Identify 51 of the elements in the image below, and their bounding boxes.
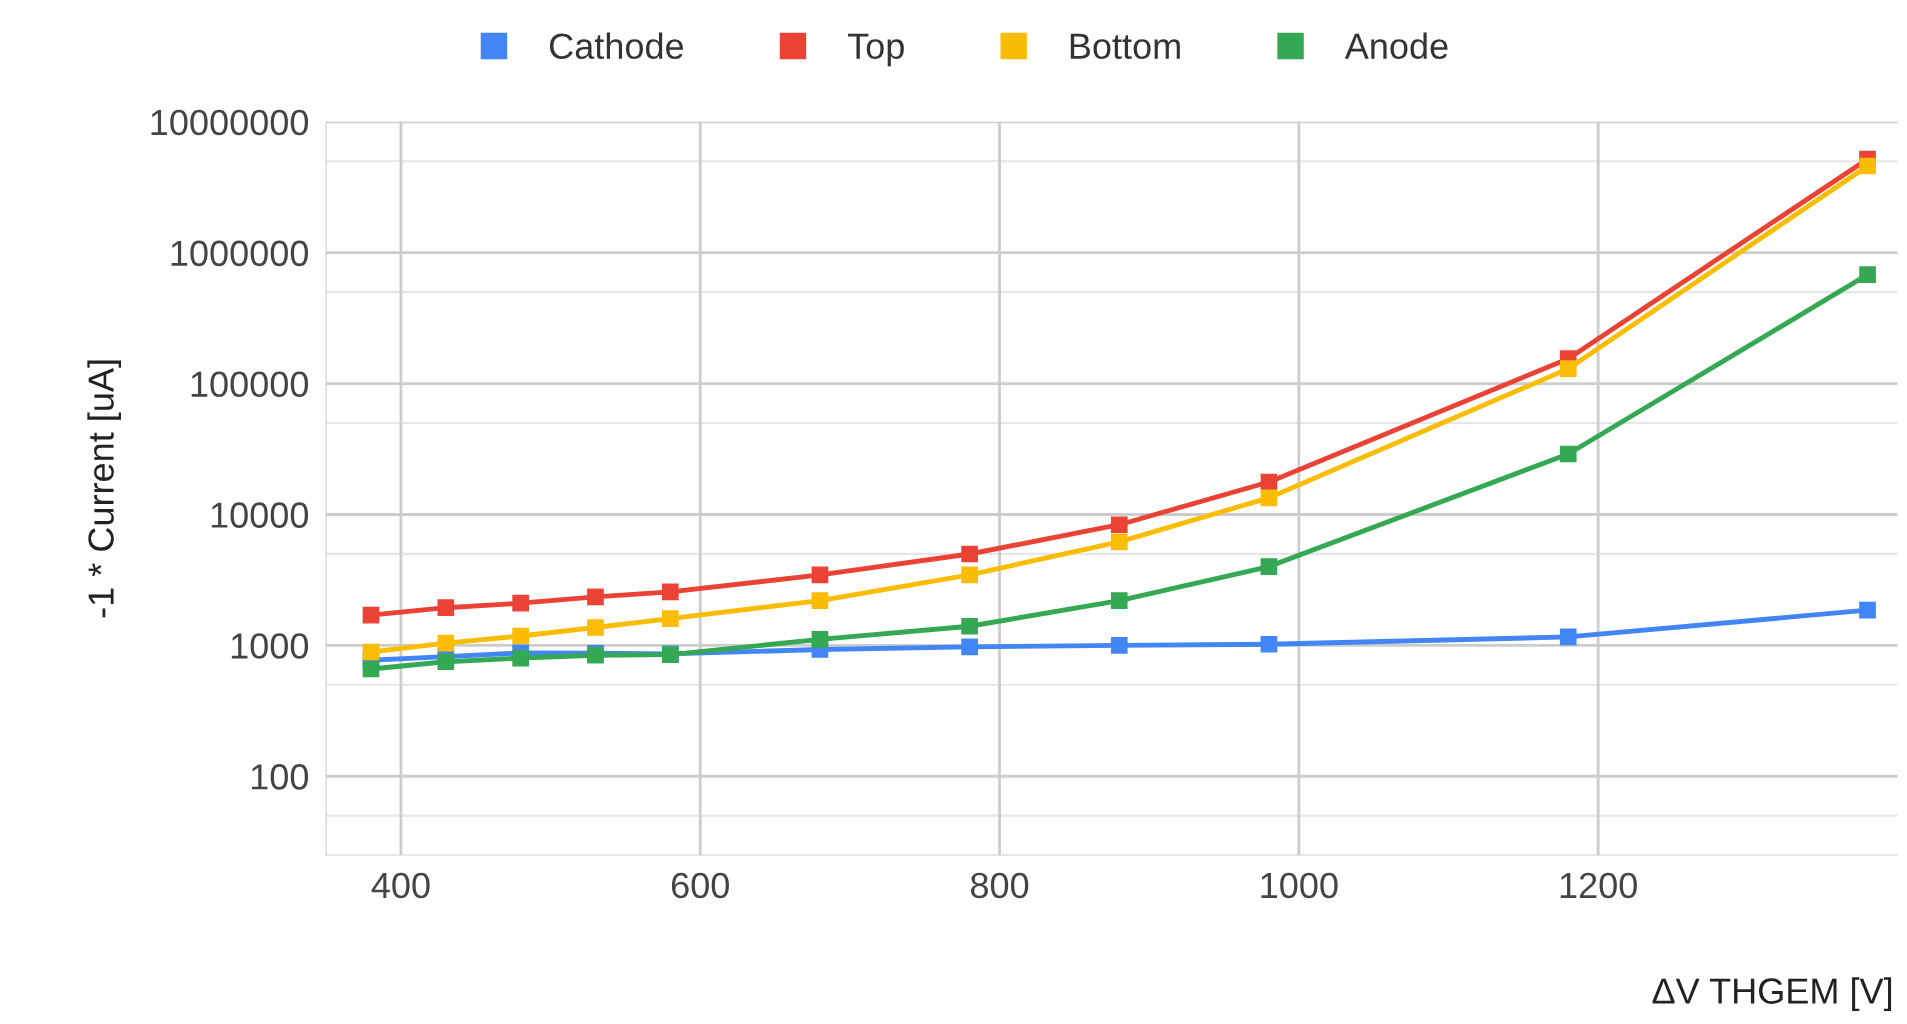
point — [811, 592, 829, 609]
x-tick-label: 800 — [970, 872, 1029, 899]
legend-label: Cathode — [549, 32, 684, 60]
legend-label: Anode — [1344, 32, 1448, 60]
point — [961, 638, 978, 656]
point — [1260, 558, 1278, 575]
y-tick-label: 10000 — [211, 502, 309, 528]
legend-label: Bottom — [1070, 33, 1180, 60]
point — [1859, 266, 1876, 283]
legend-label: Top — [847, 33, 904, 67]
point — [1110, 516, 1128, 534]
point — [1110, 637, 1128, 654]
point — [512, 594, 529, 612]
y-tick-label: 100 — [251, 764, 309, 790]
y-axis-title: -1 * Current [uA] — [87, 360, 121, 618]
point — [437, 653, 455, 671]
point — [1260, 635, 1278, 653]
point — [1260, 489, 1278, 507]
point — [362, 643, 380, 661]
x-tick-label: 600 — [671, 872, 729, 899]
point — [362, 606, 380, 624]
point — [1559, 445, 1577, 463]
point — [437, 599, 455, 617]
point — [811, 566, 829, 584]
point — [512, 627, 529, 645]
point — [961, 617, 978, 635]
point — [362, 660, 380, 678]
point — [1110, 533, 1128, 551]
point — [587, 619, 604, 636]
y-tick-label: 10000000 — [151, 109, 309, 136]
point — [512, 649, 529, 667]
point — [1559, 360, 1577, 378]
y-tick-label: 1000000 — [171, 240, 309, 267]
y-tick-label: 100000 — [191, 371, 309, 398]
point — [437, 634, 455, 652]
x-axis-title: ΔV THGEM [V] — [1652, 977, 1892, 1012]
point — [1859, 157, 1876, 175]
x-tick-label: 400 — [371, 872, 430, 899]
point — [961, 566, 978, 584]
point — [961, 545, 978, 563]
point — [1559, 628, 1577, 646]
point — [811, 631, 829, 648]
x-tick-label: 1200 — [1560, 872, 1637, 899]
point — [1110, 592, 1128, 609]
point — [1859, 601, 1876, 619]
y-tick-label: 1000 — [231, 633, 309, 659]
point — [1260, 473, 1278, 491]
x-tick-label: 1000 — [1261, 872, 1338, 899]
point — [587, 588, 604, 606]
point — [661, 610, 679, 627]
point — [661, 583, 679, 601]
